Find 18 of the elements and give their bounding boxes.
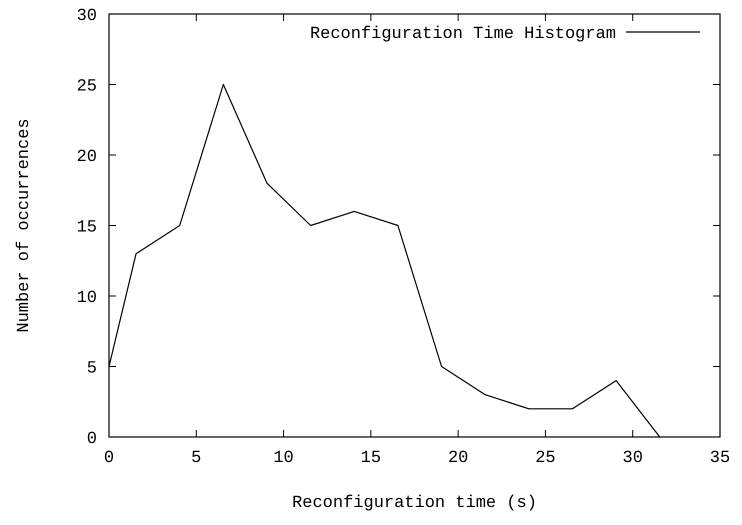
y-axis-title: Number of occurrences: [15, 118, 34, 333]
y-tick-label: 5: [86, 359, 97, 378]
legend-label: Reconfiguration Time Histogram: [310, 24, 616, 44]
x-tick-label: 5: [191, 449, 202, 468]
x-tick-label: 20: [448, 449, 468, 468]
x-tick-label: 10: [273, 449, 294, 468]
y-tick-label: 25: [76, 77, 97, 96]
x-tick-label: 15: [360, 449, 382, 468]
x-axis-title: Reconfiguration time (s): [292, 494, 537, 513]
x-tick-label: 30: [622, 449, 643, 468]
y-tick-label: 0: [86, 430, 97, 449]
y-tick-label: 15: [76, 218, 97, 238]
x-tick-label: 0: [104, 449, 114, 468]
x-tick-label: 35: [710, 449, 730, 468]
y-tick-label: 20: [76, 148, 97, 167]
y-tick-label: 10: [76, 288, 97, 308]
y-tick-label: 30: [76, 6, 97, 26]
x-tick-label: 25: [535, 449, 556, 468]
